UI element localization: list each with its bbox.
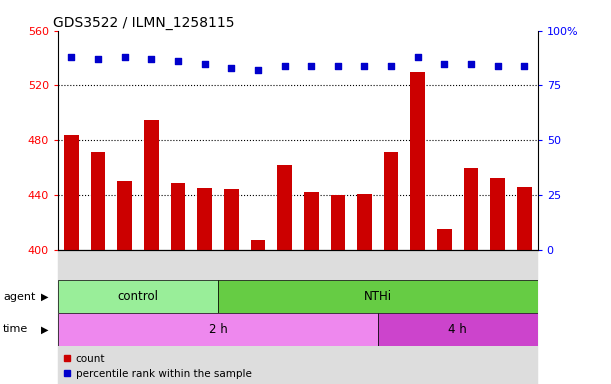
Text: control: control xyxy=(117,290,158,303)
Bar xyxy=(224,189,238,250)
Point xyxy=(439,61,449,67)
Bar xyxy=(411,72,425,250)
Point xyxy=(253,67,263,73)
Text: NTHi: NTHi xyxy=(364,290,392,303)
Bar xyxy=(164,250,191,384)
Point xyxy=(280,63,290,69)
Bar xyxy=(251,240,265,250)
Bar xyxy=(357,194,372,250)
Text: 2 h: 2 h xyxy=(208,323,227,336)
Text: ▶: ▶ xyxy=(41,324,48,334)
Bar xyxy=(144,120,159,250)
Point xyxy=(519,63,529,69)
Bar xyxy=(85,250,111,384)
Bar xyxy=(111,250,138,384)
Bar xyxy=(117,181,132,250)
Text: ▶: ▶ xyxy=(41,291,48,302)
Bar xyxy=(138,250,164,384)
Point xyxy=(360,63,370,69)
Bar xyxy=(244,250,271,384)
Bar xyxy=(58,313,378,346)
Bar xyxy=(404,250,431,384)
Bar xyxy=(437,229,452,250)
Bar xyxy=(485,250,511,384)
Bar xyxy=(517,187,532,250)
Bar xyxy=(491,179,505,250)
Bar xyxy=(431,250,458,384)
Point xyxy=(386,63,396,69)
Point xyxy=(173,58,183,65)
Point xyxy=(120,54,130,60)
Text: 4 h: 4 h xyxy=(448,323,467,336)
Bar xyxy=(58,250,85,384)
Bar xyxy=(298,250,324,384)
Point xyxy=(226,65,236,71)
Point xyxy=(333,63,343,69)
Bar xyxy=(64,135,79,250)
Point xyxy=(466,61,476,67)
Bar xyxy=(378,250,404,384)
Point xyxy=(147,56,156,62)
Bar xyxy=(324,250,351,384)
Bar xyxy=(191,250,218,384)
Bar xyxy=(464,167,478,250)
Point xyxy=(413,54,423,60)
Bar xyxy=(197,188,212,250)
Bar xyxy=(218,280,538,313)
Bar xyxy=(170,182,185,250)
Point xyxy=(493,63,503,69)
Bar xyxy=(511,250,538,384)
Bar xyxy=(58,280,218,313)
Text: GDS3522 / ILMN_1258115: GDS3522 / ILMN_1258115 xyxy=(53,16,235,30)
Legend: count, percentile rank within the sample: count, percentile rank within the sample xyxy=(64,354,252,379)
Point xyxy=(67,54,76,60)
Bar xyxy=(331,195,345,250)
Bar xyxy=(304,192,318,250)
Bar xyxy=(90,152,105,250)
Point xyxy=(306,63,316,69)
Bar xyxy=(277,165,292,250)
Point xyxy=(93,56,103,62)
Bar xyxy=(378,313,538,346)
Bar xyxy=(351,250,378,384)
Text: time: time xyxy=(3,324,28,334)
Bar xyxy=(458,250,485,384)
Bar xyxy=(271,250,298,384)
Text: agent: agent xyxy=(3,291,35,302)
Bar xyxy=(218,250,244,384)
Bar xyxy=(384,152,398,250)
Point xyxy=(200,61,210,67)
